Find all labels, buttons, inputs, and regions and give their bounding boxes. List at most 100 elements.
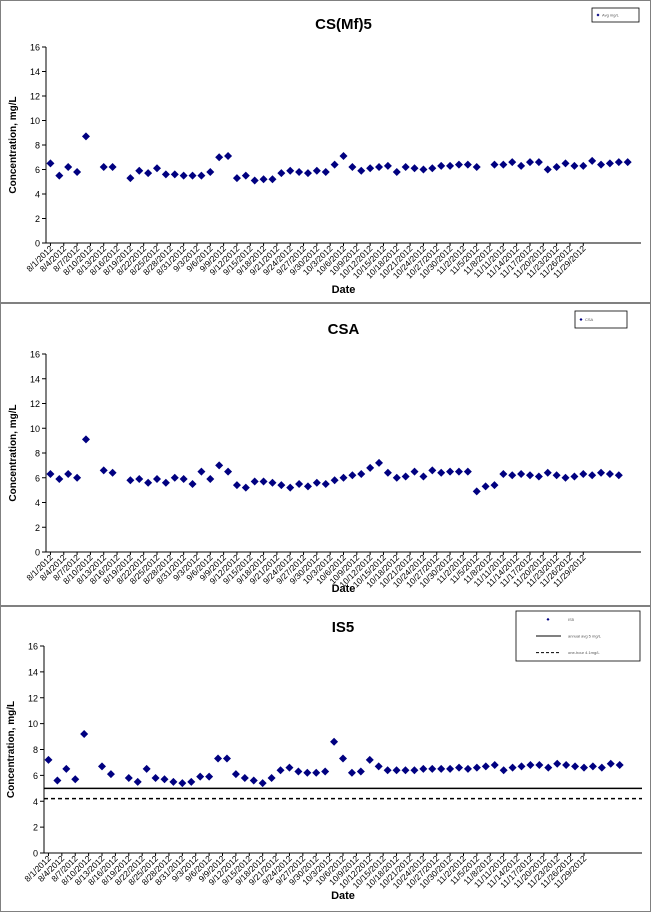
y-tick-label: 8 (33, 745, 38, 755)
data-point (99, 163, 108, 172)
data-point (606, 759, 615, 768)
data-point (232, 174, 241, 183)
data-point (419, 165, 428, 174)
data-point (454, 160, 463, 169)
data-point (570, 472, 579, 481)
data-point (615, 761, 624, 770)
y-tick-label: 6 (35, 473, 40, 483)
data-point (508, 763, 517, 772)
data-point (303, 482, 312, 491)
data-point (463, 764, 472, 773)
y-tick-label: 0 (33, 849, 38, 859)
data-point (428, 164, 437, 173)
y-tick-label: 4 (33, 797, 38, 807)
y-tick-label: 16 (28, 642, 38, 652)
data-point (383, 161, 392, 170)
data-point (44, 755, 53, 764)
data-point (99, 466, 108, 475)
data-point (383, 766, 392, 775)
data-point (383, 468, 392, 477)
data-point (517, 161, 526, 170)
legend-label: IS5 (568, 617, 575, 622)
data-point (330, 476, 339, 485)
data-point (160, 775, 169, 784)
data-point (552, 163, 561, 172)
y-tick-label: 12 (28, 693, 38, 703)
data-point (570, 161, 579, 170)
y-tick-label: 4 (35, 190, 40, 200)
data-point (161, 478, 170, 487)
data-point (55, 171, 64, 180)
data-point (206, 167, 215, 176)
data-point (490, 160, 499, 169)
chart-panel-2: CSA 0 2 4 6 8 10 12 14 16 Concentration, mg/L 8/1/2… (0, 303, 651, 606)
y-tick-label: 16 (30, 350, 40, 360)
y-tick-label: 14 (30, 374, 40, 384)
data-point (197, 171, 206, 180)
data-point (614, 158, 623, 167)
data-point (535, 761, 544, 770)
data-point (562, 761, 571, 770)
legend-marker (546, 617, 550, 621)
data-point (446, 161, 455, 170)
y-tick-label: 2 (35, 214, 40, 224)
data-point (312, 166, 321, 175)
y-tick-label: 8 (35, 449, 40, 459)
data-point (259, 175, 268, 184)
data-point (552, 471, 561, 480)
chart-title: CSA (328, 321, 360, 338)
y-tick-label: 2 (33, 823, 38, 833)
data-point (534, 158, 543, 167)
legend-box (574, 310, 628, 329)
data-point (268, 175, 277, 184)
data-point (374, 762, 383, 771)
data-point (499, 470, 508, 479)
data-point (357, 166, 366, 175)
y-tick-label: 6 (33, 771, 38, 781)
data-point (188, 479, 197, 488)
data-point (347, 768, 356, 777)
data-point (153, 164, 162, 173)
data-point (544, 763, 553, 772)
y-axis-title: Concentration, mg/L (8, 404, 19, 501)
x-axis-title: Date (332, 284, 356, 296)
data-point (428, 466, 437, 475)
data-point (571, 762, 580, 771)
data-point (366, 164, 375, 173)
data-point (579, 161, 588, 170)
data-point (53, 776, 62, 785)
data-point (144, 169, 153, 178)
data-point (472, 163, 481, 172)
legend-marker (596, 13, 600, 17)
legend-marker (579, 318, 583, 321)
data-point (526, 761, 535, 770)
data-point (250, 176, 259, 185)
data-point (277, 481, 286, 490)
data-point (71, 775, 80, 784)
data-point (188, 171, 197, 180)
data-point (108, 163, 117, 172)
legend-label: annual avg 5 mg/L (568, 634, 602, 639)
y-tick-label: 14 (28, 667, 38, 677)
data-point (463, 467, 472, 476)
data-point (419, 472, 428, 481)
data-point (250, 477, 259, 486)
data-point (214, 754, 223, 763)
data-point (614, 471, 623, 480)
y-tick-label: 12 (30, 399, 40, 409)
data-point (525, 471, 534, 480)
data-point (490, 481, 499, 490)
y-tick-label: 16 (30, 43, 40, 53)
data-point (222, 754, 231, 763)
data-point (419, 764, 428, 773)
data-point (295, 167, 304, 176)
data-point (410, 766, 419, 775)
data-point (231, 770, 240, 779)
data-point (277, 169, 286, 178)
data-point (205, 772, 214, 781)
data-point (365, 755, 374, 764)
y-tick-label: 0 (35, 239, 40, 249)
data-point (579, 763, 588, 772)
